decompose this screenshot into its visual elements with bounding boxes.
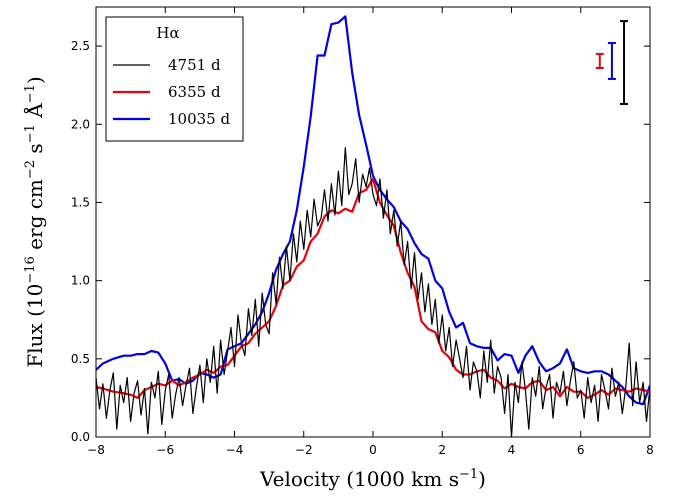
- y-tick-label: 2.0: [71, 117, 90, 131]
- x-tick-label: 2: [438, 443, 446, 457]
- legend-label: 10035 d: [168, 110, 230, 128]
- x-tick-label: 4: [508, 443, 516, 457]
- legend-label: 4751 d: [168, 56, 221, 74]
- error-bars: [595, 20, 629, 105]
- y-tick-label: 0.0: [71, 430, 90, 444]
- legend-entry-6355-d: 6355 d: [113, 83, 221, 101]
- legend-label: 6355 d: [168, 83, 221, 101]
- y-tick-label: 0.5: [71, 352, 90, 366]
- legend-entry-10035-d: 10035 d: [113, 110, 230, 128]
- y-tick-label: 1.5: [71, 195, 90, 209]
- legend-entry-4751-d: 4751 d: [113, 56, 221, 74]
- x-tick-label: −6: [156, 443, 174, 457]
- x-tick-label: −2: [295, 443, 313, 457]
- x-tick-label: 0: [369, 443, 377, 457]
- y-axis-label: Flux (10−16 erg cm−2 s−1 Å−1): [22, 76, 47, 367]
- x-tick-label: 6: [577, 443, 585, 457]
- legend-title: Hα: [156, 24, 179, 42]
- legend: Hα 4751 d 6355 d 10035 d: [105, 16, 244, 142]
- x-tick-label: −8: [87, 443, 105, 457]
- y-tick-label: 1.0: [71, 274, 90, 288]
- axis-ticks: −8 −6 −4 −2 0 2 4 6 8 0.0 0.5 1.0 1.5 2.0 2.5: [71, 7, 654, 457]
- series-layer: [96, 15, 650, 437]
- x-axis-label: Velocity (1000 km s−1): [259, 467, 486, 491]
- series-line-4751-d: [96, 147, 650, 437]
- series-line-6355-d: [96, 177, 650, 399]
- legend-box: [105, 16, 244, 142]
- x-tick-label: −4: [226, 443, 244, 457]
- error-bar-10035-d: [607, 41, 616, 80]
- error-bar-4751-d: [620, 20, 629, 105]
- series-line-10035-d: [96, 15, 650, 406]
- error-bar-6355-d: [595, 52, 604, 69]
- y-tick-label: 2.5: [71, 39, 90, 53]
- x-tick-label: 8: [646, 443, 654, 457]
